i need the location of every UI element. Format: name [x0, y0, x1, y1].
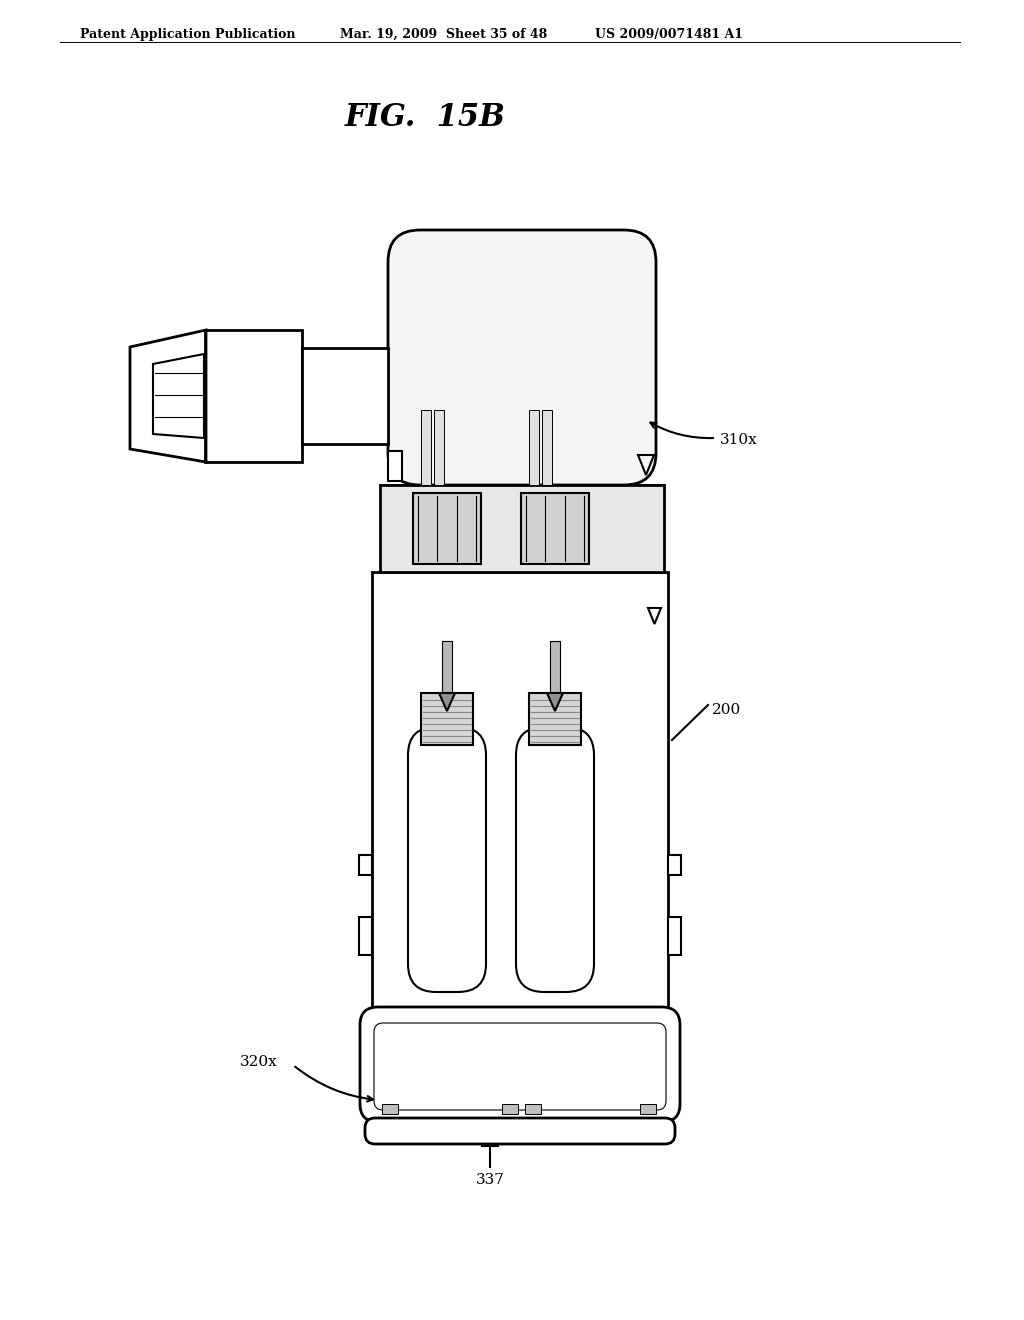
Bar [434, 411, 444, 484]
Bar [502, 1104, 518, 1114]
Bar [525, 1104, 541, 1114]
Bar [421, 411, 431, 484]
Text: 337: 337 [475, 1173, 505, 1187]
Text: 320x: 320x [240, 1055, 278, 1069]
FancyBboxPatch shape [365, 1118, 675, 1144]
Bar [529, 411, 539, 484]
FancyBboxPatch shape [367, 1018, 673, 1117]
FancyBboxPatch shape [516, 727, 594, 993]
Bar [359, 917, 372, 954]
Text: 200: 200 [712, 704, 741, 717]
Text: 310x: 310x [720, 433, 758, 447]
Bar [388, 451, 402, 480]
Bar [550, 642, 560, 693]
Bar [640, 1104, 656, 1114]
FancyBboxPatch shape [360, 1007, 680, 1122]
FancyBboxPatch shape [408, 727, 486, 993]
Bar [668, 855, 681, 875]
Bar [421, 693, 473, 744]
Bar [542, 411, 552, 484]
Bar [205, 330, 302, 462]
Text: FIG.  15B: FIG. 15B [345, 102, 506, 133]
Bar [413, 492, 481, 564]
Bar [380, 484, 664, 572]
Bar [359, 855, 372, 875]
Text: Patent Application Publication: Patent Application Publication [80, 28, 296, 41]
Bar [382, 1104, 398, 1114]
Text: Mar. 19, 2009  Sheet 35 of 48: Mar. 19, 2009 Sheet 35 of 48 [340, 28, 547, 41]
Bar [521, 492, 589, 564]
Bar [379, 577, 662, 1005]
Polygon shape [547, 693, 563, 711]
Bar [372, 572, 668, 1010]
Bar [668, 917, 681, 954]
Bar [210, 335, 297, 457]
Polygon shape [439, 693, 455, 711]
Text: US 2009/0071481 A1: US 2009/0071481 A1 [595, 28, 743, 41]
Bar [529, 693, 581, 744]
Bar [302, 348, 388, 444]
FancyBboxPatch shape [388, 230, 656, 484]
Bar [442, 642, 452, 693]
